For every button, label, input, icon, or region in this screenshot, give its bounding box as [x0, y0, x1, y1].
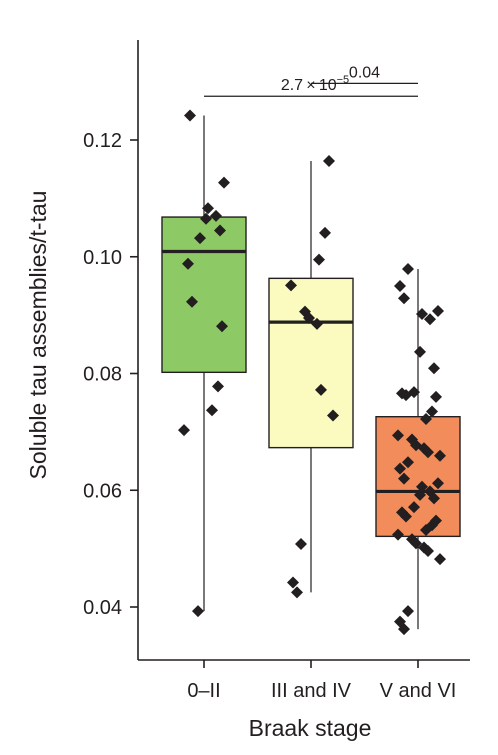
significance-label: 2.7 × 10−5 [281, 74, 349, 94]
data-point [295, 537, 307, 550]
x-tick-label: III and IV [271, 680, 352, 702]
data-point [398, 623, 410, 636]
data-point [414, 488, 426, 501]
x-axis-title: Braak stage [249, 715, 372, 741]
data-point [432, 305, 444, 318]
data-point [400, 389, 412, 402]
data-point [432, 477, 444, 490]
data-point [394, 462, 406, 475]
data-point [400, 510, 412, 523]
y-axis-title: Soluble tau assemblies/t-tau [25, 191, 51, 480]
data-point [327, 409, 339, 422]
data-point [313, 253, 325, 266]
y-tick-label: 0.04 [83, 597, 122, 619]
y-tick-label: 0.08 [83, 364, 122, 386]
data-point [291, 586, 303, 599]
data-point [402, 263, 414, 276]
box-2 [268, 277, 354, 449]
data-point [424, 313, 436, 326]
data-point [200, 212, 212, 225]
x-tick-label: V and VI [380, 680, 457, 702]
data-point [186, 295, 198, 308]
data-point [422, 446, 434, 459]
data-point [430, 390, 442, 403]
box-3 [375, 415, 461, 538]
data-point [420, 413, 432, 426]
data-point [311, 317, 323, 330]
data-point [408, 501, 420, 514]
data-point [214, 224, 226, 237]
data-point [398, 472, 410, 485]
data-point [319, 226, 331, 239]
data-point [422, 544, 434, 557]
data-point [428, 492, 440, 505]
data-point [218, 176, 230, 189]
data-point [392, 429, 404, 442]
data-point [303, 312, 315, 325]
data-point [184, 109, 196, 122]
data-point [323, 155, 335, 168]
data-point [434, 553, 446, 566]
data-point [394, 279, 406, 292]
data-point [416, 307, 428, 320]
box-1 [161, 216, 247, 374]
data-point [434, 449, 446, 462]
data-point [210, 209, 222, 222]
plot-area: 0.04 0.06 0.08 0.10 0.12 0–II III and IV V and … [83, 40, 470, 702]
data-point [212, 380, 224, 393]
y-tick-label: 0.10 [83, 247, 122, 269]
significance-exponent: −5 [337, 74, 350, 86]
data-point [420, 523, 432, 536]
data-point [392, 528, 404, 541]
y-tick-label: 0.12 [83, 130, 122, 152]
data-point [315, 383, 327, 396]
data-point [416, 480, 428, 493]
y-tick-label: 0.06 [83, 480, 122, 502]
data-point [216, 320, 228, 333]
data-point [194, 232, 206, 245]
data-point [285, 279, 297, 292]
data-point [287, 576, 299, 589]
data-point [414, 345, 426, 358]
data-point [202, 202, 214, 215]
x-tick-label: 0–II [187, 680, 220, 702]
data-point [402, 605, 414, 618]
significance-label: 0.04 [349, 64, 380, 81]
data-point [398, 292, 410, 305]
data-point [426, 405, 438, 418]
data-point [178, 424, 190, 437]
data-point [206, 404, 218, 417]
data-point [402, 456, 414, 469]
data-point [192, 605, 204, 618]
data-point [428, 362, 440, 375]
data-point [410, 537, 422, 550]
data-point [182, 257, 194, 270]
